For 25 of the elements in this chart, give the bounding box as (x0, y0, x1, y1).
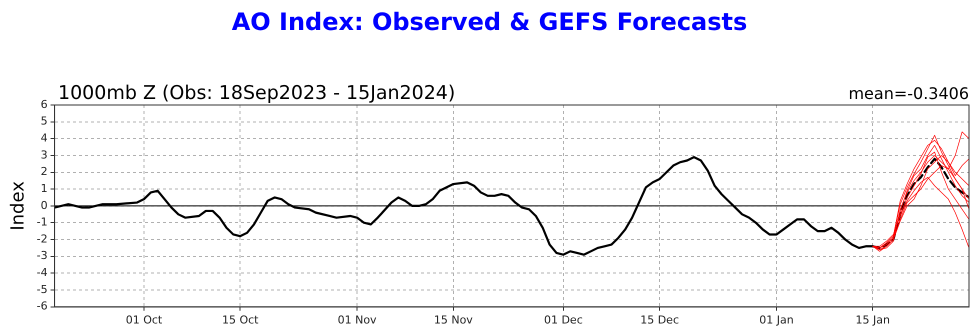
y-tick-label: 1 (40, 182, 48, 195)
x-tick-label: 15 Jan (856, 313, 890, 326)
y-tick-label: 4 (40, 131, 48, 144)
chart-subtitle: 1000mb Z (Obs: 18Sep2023 - 15Jan2024) (58, 82, 456, 104)
y-tick-label: -4 (36, 266, 48, 280)
x-tick-label: 01 Nov (338, 313, 378, 326)
x-tick-label: 15 Dec (640, 313, 679, 326)
y-tick-label: 0 (40, 198, 48, 212)
y-tick-label: 2 (40, 165, 48, 178)
y-axis-title: Index (7, 180, 28, 231)
y-tick-label: -1 (36, 216, 48, 229)
y-tick-label: 5 (40, 114, 48, 128)
x-tick-label: 01 Dec (544, 313, 583, 326)
y-tick-label: 3 (40, 148, 48, 162)
chart-title: AO Index: Observed & GEFS Forecasts (230, 8, 748, 36)
x-tick-label: 15 Oct (222, 313, 260, 326)
y-tick-label: 6 (40, 98, 48, 111)
text: mean=-0.3406 (848, 84, 969, 103)
y-tick-label: -6 (36, 300, 48, 313)
y-tick-label: -2 (36, 232, 48, 246)
x-tick-label: 01 Oct (126, 313, 163, 326)
x-tick-label: 15 Nov (434, 313, 474, 326)
y-tick-label: -5 (36, 282, 48, 296)
x-tick-label: 01 Jan (759, 313, 794, 326)
y-tick-label: -3 (36, 249, 48, 262)
